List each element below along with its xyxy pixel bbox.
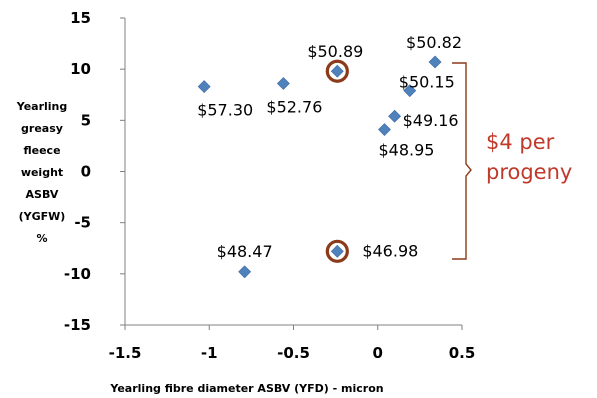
data-point: [378, 123, 391, 136]
data-label: $49.16: [403, 111, 459, 130]
annotation-text: $4 per progeny: [486, 130, 572, 184]
data-label: $48.95: [378, 141, 434, 160]
highlight-ring: [325, 59, 349, 83]
data-point: [197, 80, 211, 93]
data-label: $48.47: [217, 242, 273, 261]
x-tick-label: -0.5: [277, 344, 310, 362]
highlight-ring: [325, 239, 349, 263]
data-labels: $57.30 $52.76 $50.89 $50.82 $50.15 $49.16 $48.…: [197, 33, 462, 261]
y-tick-label: 5: [81, 111, 91, 129]
y-tick-label: -5: [74, 214, 91, 232]
data-label: $50.15: [399, 73, 455, 92]
data-label: $52.76: [266, 97, 322, 116]
data-point: [276, 77, 290, 90]
data-label: $46.98: [362, 241, 418, 260]
x-axis-title: Yearling fibre diameter ASBV (YFD) - mic…: [109, 382, 383, 395]
x-tick-label: 0: [373, 344, 383, 362]
data-point: [428, 55, 442, 69]
data-label: $50.82: [406, 33, 462, 52]
annotation-line: $4 per: [486, 130, 555, 154]
y-axis-title-line: ASBV: [26, 188, 59, 201]
data-point: [238, 265, 252, 279]
y-axis-title-line: greasy: [21, 122, 63, 135]
x-tick-label: -1: [201, 344, 218, 362]
chart-axes: 15 10 5 0 -5 -10 -15 -1.5 -1 -0.5 0 0.5: [64, 9, 475, 362]
x-tick-label: 0.5: [449, 344, 476, 362]
y-axis-title-line: weight: [21, 166, 63, 179]
annotation-bracket: [452, 62, 472, 260]
bracket-line: [452, 62, 472, 260]
y-axis-title-line: fleece: [23, 144, 60, 157]
x-tick-label: -1.5: [109, 344, 142, 362]
y-axis-title: Yearling greasy fleece weight ASBV (YGFW)%: [16, 100, 68, 245]
data-point: [388, 109, 402, 123]
data-label: $57.30: [197, 101, 253, 120]
y-axis-title-line: (YGFW): [19, 210, 66, 223]
y-tick-label: -15: [64, 316, 91, 334]
y-tick-label: 0: [81, 163, 91, 181]
data-point: [403, 84, 417, 98]
annotation-line: progeny: [486, 160, 572, 184]
data-point: [330, 64, 344, 78]
y-axis-title-line: %: [36, 232, 47, 245]
y-tick-label: -10: [64, 265, 91, 283]
data-points: [197, 55, 442, 279]
y-axis-title-line: Yearling: [16, 100, 68, 113]
y-tick-label: 15: [70, 9, 91, 27]
data-point: [330, 244, 344, 258]
data-label: $50.89: [307, 42, 363, 61]
y-tick-label: 10: [70, 60, 91, 78]
